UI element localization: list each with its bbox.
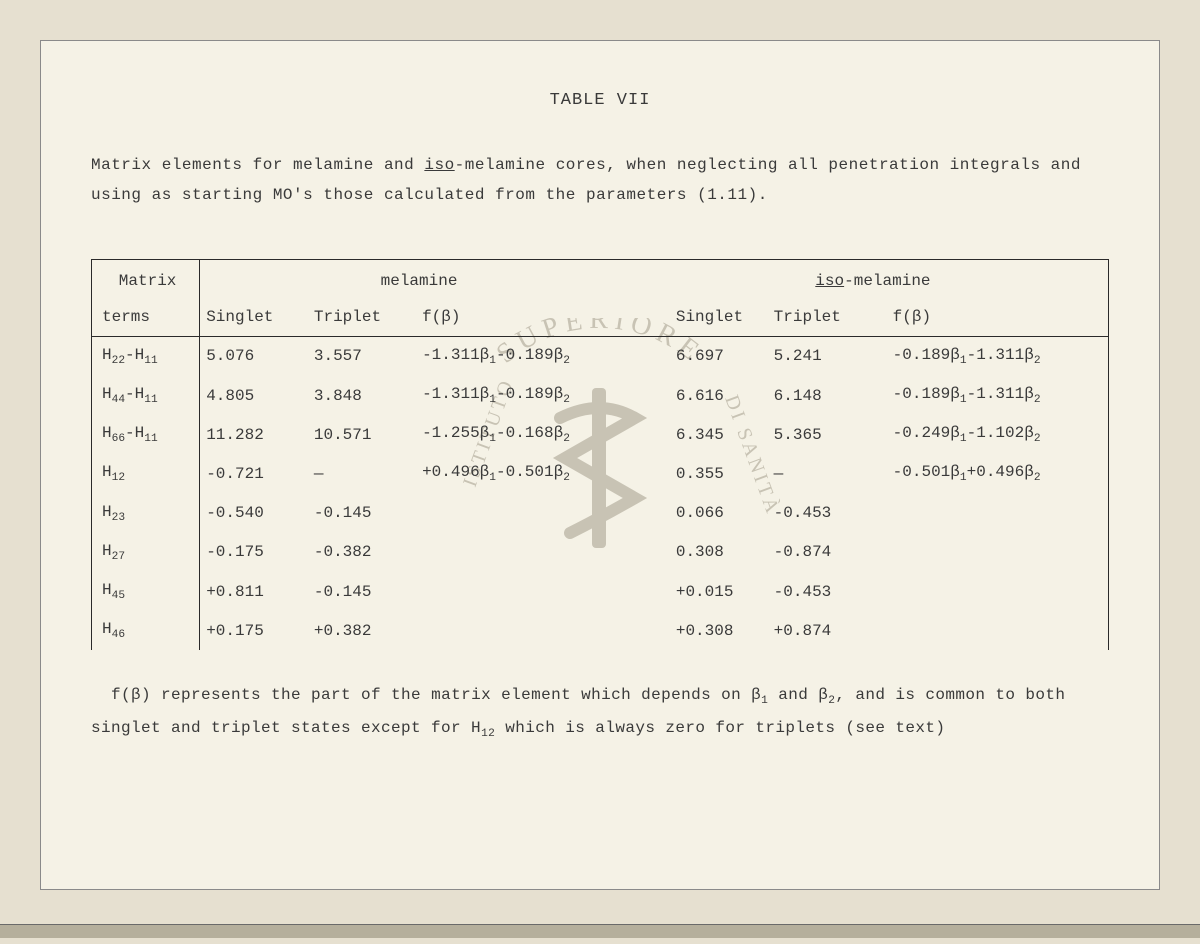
cell-m-triplet: 3.557 [308,336,416,376]
table-row: H27-0.175-0.382 0.308-0.874 [92,533,1109,572]
cell-m-triplet: -0.145 [308,494,416,533]
footnote-s12: 12 [481,728,495,740]
cell-i-fbeta: -0.189β1-1.311β2 [887,336,1109,376]
table-row: H66-H1111.28210.571-1.255β1-0.168β26.345… [92,415,1109,454]
cell-m-singlet: -0.540 [200,494,308,533]
cell-i-singlet: 6.697 [638,336,768,376]
footnote-d: which is always zero for triplets (see t… [495,719,945,737]
cell-i-triplet: -0.874 [768,533,887,572]
scan-edge [0,924,1200,938]
header-fbeta-m: f(β) [416,299,638,337]
table-row: H22-H115.0763.557-1.311β1-0.189β26.6975.… [92,336,1109,376]
page-scan: SUPERIORE ISTITUTO DI SANITÀ TABLE VII M… [40,40,1160,890]
cell-m-fbeta: -1.311β1-0.189β2 [416,336,638,376]
cell-i-singlet: 0.308 [638,533,768,572]
footnote-a: f(β) represents the part of the matrix e… [111,686,761,704]
cell-i-singlet: +0.308 [638,611,768,650]
cell-m-singlet: 5.076 [200,336,308,376]
cell-m-fbeta [416,572,638,611]
table-row: H46+0.175+0.382 +0.308+0.874 [92,611,1109,650]
cell-term: H45 [92,572,200,611]
cell-i-fbeta [887,494,1109,533]
header-singlet-i: Singlet [638,299,768,337]
matrix-table: Matrix melamine iso-melamine terms Singl… [91,259,1109,651]
cell-m-triplet: -0.382 [308,533,416,572]
cell-m-triplet: 3.848 [308,376,416,415]
cell-term: H46 [92,611,200,650]
header-iso: iso [815,272,844,290]
cell-m-singlet: +0.175 [200,611,308,650]
cell-m-triplet: 10.571 [308,415,416,454]
cell-m-triplet: -0.145 [308,572,416,611]
cell-m-triplet: +0.382 [308,611,416,650]
cell-i-triplet: -0.453 [768,572,887,611]
header-fbeta-i: f(β) [887,299,1109,337]
table-body: H22-H115.0763.557-1.311β1-0.189β26.6975.… [92,336,1109,650]
table-row: H44-H114.8053.848-1.311β1-0.189β26.6166.… [92,376,1109,415]
cell-i-fbeta [887,611,1109,650]
cell-i-singlet: 0.355 [638,454,768,493]
cell-m-fbeta [416,494,638,533]
cell-m-triplet: — [308,454,416,493]
cell-m-singlet: 11.282 [200,415,308,454]
cell-term: H66-H11 [92,415,200,454]
cell-m-fbeta [416,611,638,650]
cell-i-triplet: — [768,454,887,493]
footnote-b: and β [768,686,828,704]
cell-term: H27 [92,533,200,572]
caption-iso: iso [424,156,454,174]
cell-i-fbeta: -0.249β1-1.102β2 [887,415,1109,454]
cell-i-triplet: 5.241 [768,336,887,376]
header-terms: terms [92,299,200,337]
table-row: H23-0.540-0.145 0.066-0.453 [92,494,1109,533]
cell-i-singlet: 0.066 [638,494,768,533]
caption-part-a: Matrix elements for melamine and [91,156,424,174]
cell-term: H23 [92,494,200,533]
table-caption: Matrix elements for melamine and iso-mel… [91,150,1109,211]
cell-i-triplet: 5.365 [768,415,887,454]
cell-i-fbeta [887,572,1109,611]
cell-i-fbeta [887,533,1109,572]
cell-m-singlet: +0.811 [200,572,308,611]
header-triplet-m: Triplet [308,299,416,337]
cell-m-singlet: -0.175 [200,533,308,572]
cell-term: H22-H11 [92,336,200,376]
cell-m-singlet: 4.805 [200,376,308,415]
header-matrix: Matrix [92,259,200,299]
header-triplet-i: Triplet [768,299,887,337]
cell-i-fbeta: -0.189β1-1.311β2 [887,376,1109,415]
cell-term: H12 [92,454,200,493]
cell-i-singlet: 6.616 [638,376,768,415]
table-row: H12-0.721—+0.496β1-0.501β20.355—-0.501β1… [92,454,1109,493]
cell-term: H44-H11 [92,376,200,415]
cell-i-fbeta: -0.501β1+0.496β2 [887,454,1109,493]
table-row: H45+0.811-0.145 +0.015-0.453 [92,572,1109,611]
cell-m-fbeta: -1.255β1-0.168β2 [416,415,638,454]
cell-i-triplet: 6.148 [768,376,887,415]
cell-i-singlet: +0.015 [638,572,768,611]
header-iso-suffix: -melamine [844,272,930,290]
table-title: TABLE VII [91,91,1109,110]
header-melamine: melamine [381,272,458,290]
footnote: f(β) represents the part of the matrix e… [91,680,1109,745]
cell-i-triplet: -0.453 [768,494,887,533]
cell-m-fbeta [416,533,638,572]
header-singlet-m: Singlet [200,299,308,337]
cell-i-singlet: 6.345 [638,415,768,454]
cell-m-fbeta: +0.496β1-0.501β2 [416,454,638,493]
cell-i-triplet: +0.874 [768,611,887,650]
cell-m-singlet: -0.721 [200,454,308,493]
cell-m-fbeta: -1.311β1-0.189β2 [416,376,638,415]
